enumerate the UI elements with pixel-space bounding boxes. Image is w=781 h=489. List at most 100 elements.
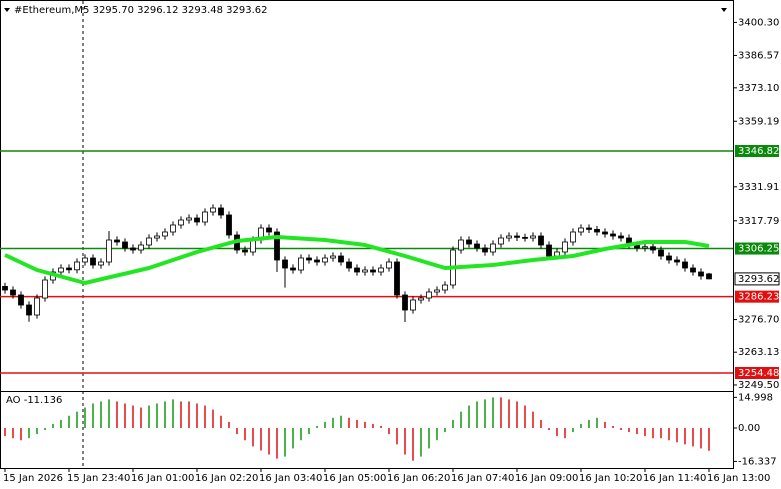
candle-body <box>602 231 608 235</box>
candle-body <box>578 227 584 233</box>
plot-frame <box>0 0 734 469</box>
candle-body <box>106 239 112 263</box>
candle-body <box>250 239 256 253</box>
menu-arrow[interactable] <box>721 8 727 12</box>
candle-body <box>514 235 520 238</box>
candle-body <box>346 261 352 269</box>
y-tick-label: -16.337 <box>738 456 777 467</box>
candle-body <box>210 207 216 213</box>
candle-body <box>114 239 120 243</box>
level-label: 3346.82 <box>738 146 779 157</box>
indicator-title: AO -11.136 <box>6 395 62 406</box>
candle-body <box>642 246 648 249</box>
moving-average <box>4 235 710 285</box>
x-tick-label: 16 Jan 10:20 <box>579 473 642 484</box>
y-tick-label: 3249.50 <box>738 380 779 391</box>
candle-body <box>186 217 192 221</box>
candle-body <box>690 267 696 273</box>
candle-body <box>506 235 512 239</box>
candle-body <box>194 217 200 223</box>
level-label: 3254.48 <box>738 368 779 379</box>
candle-body <box>338 255 344 263</box>
x-tick-label: 16 Jan 09:00 <box>515 473 578 484</box>
candle-body <box>618 235 624 239</box>
x-tick-label: 15 Jan 2026 <box>3 473 63 484</box>
x-tick-label: 16 Jan 07:40 <box>451 473 514 484</box>
candle-body <box>170 224 176 233</box>
candle-body <box>666 255 672 261</box>
candle-body <box>202 211 208 223</box>
candle-body <box>82 257 88 263</box>
candle-body <box>146 237 152 246</box>
candle-body <box>418 297 424 301</box>
candle-body <box>698 271 704 277</box>
candle-body <box>58 267 64 273</box>
candle-body <box>570 231 576 243</box>
level-label: 3306.25 <box>738 244 779 255</box>
candle-body <box>218 207 224 216</box>
candle-body <box>322 257 328 263</box>
candle-body <box>2 285 8 291</box>
candle-body <box>162 231 168 237</box>
y-tick-label: 3400.30 <box>738 17 779 28</box>
y-tick-label: 3359.19 <box>738 116 779 127</box>
candle-body <box>682 261 688 269</box>
candle-body <box>274 231 280 261</box>
level-label-box <box>735 145 779 158</box>
candle-body <box>434 289 440 293</box>
candle-body <box>90 257 96 266</box>
level-label-box <box>735 242 779 255</box>
x-tick-label: 16 Jan 06:20 <box>387 473 450 484</box>
candle-body <box>538 235 544 246</box>
level-label: 3286.23 <box>738 292 779 303</box>
y-tick-label: 3386.57 <box>738 50 779 61</box>
candle-body <box>266 227 272 233</box>
candle-body <box>298 257 304 271</box>
level-label-box <box>735 290 779 303</box>
candle-body <box>34 297 40 316</box>
last-price-box <box>734 272 780 286</box>
candle-body <box>10 289 16 296</box>
y-tick-label: 14.998 <box>738 392 773 403</box>
candle-body <box>466 239 472 245</box>
candle-body <box>138 244 144 251</box>
y-tick-label: 3263.13 <box>738 347 779 358</box>
candle-body <box>658 249 664 257</box>
menu-arrow[interactable] <box>4 8 10 12</box>
candle-body <box>426 291 432 299</box>
candle-body <box>330 255 336 259</box>
x-tick-label: 16 Jan 03:40 <box>259 473 322 484</box>
x-tick-label: 16 Jan 11:40 <box>643 473 706 484</box>
candle-body <box>18 294 24 306</box>
candle-body <box>242 249 248 253</box>
candle-body <box>370 269 376 273</box>
y-tick-label: 3331.91 <box>738 182 779 193</box>
candle-body <box>594 229 600 233</box>
x-tick-label: 15 Jan 23:40 <box>67 473 130 484</box>
candle-body <box>306 257 312 261</box>
candle-body <box>610 233 616 237</box>
y-tick-label: 3317.79 <box>738 216 779 227</box>
candle-body <box>498 237 504 245</box>
candle-body <box>26 304 32 316</box>
candle-body <box>474 243 480 249</box>
candle-body <box>522 236 528 239</box>
candle-body <box>674 259 680 263</box>
candle-body <box>394 261 400 296</box>
candle-body <box>378 267 384 273</box>
y-tick-label: 3276.70 <box>738 315 779 326</box>
candle-body <box>490 243 496 253</box>
candle-body <box>586 227 592 230</box>
candle-body <box>98 261 104 266</box>
candle-body <box>282 259 288 269</box>
candle-body <box>66 267 72 271</box>
x-tick-label: 16 Jan 02:20 <box>195 473 258 484</box>
candle-body <box>546 244 552 257</box>
candle-body <box>706 273 712 280</box>
chart-title: #Ethereum,M5 3295.70 3296.12 3293.48 329… <box>14 5 268 16</box>
candle-body <box>562 241 568 253</box>
candle-body <box>386 261 392 269</box>
candle-body <box>530 235 536 239</box>
